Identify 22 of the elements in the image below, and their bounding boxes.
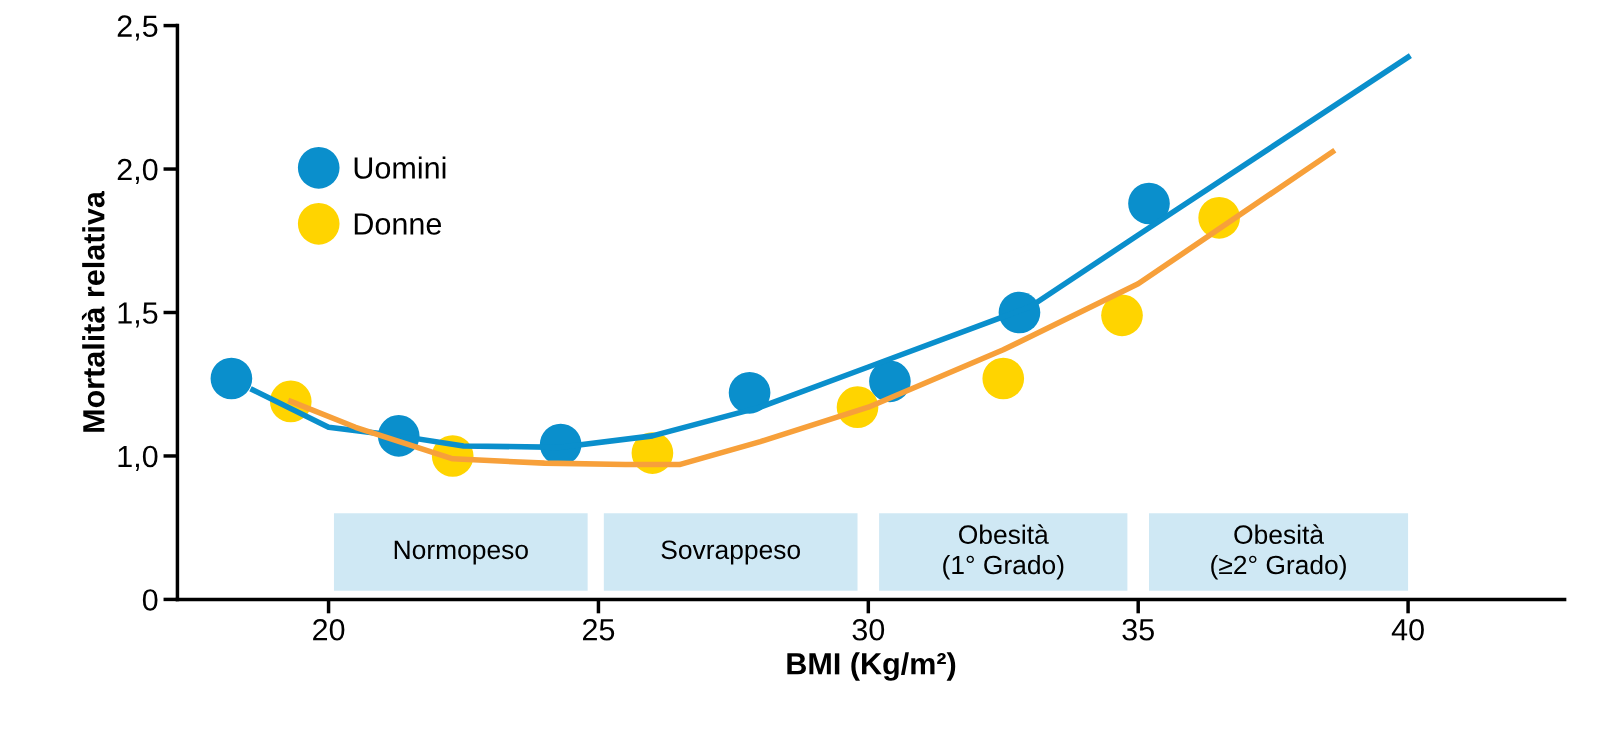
- point: [210, 357, 253, 400]
- band-label: Normopeso: [394, 540, 528, 565]
- band-label: Obesità (1° Grado): [943, 524, 1064, 580]
- legend-label: Uomini: [354, 156, 446, 179]
- x-tick-label: 20: [313, 618, 345, 641]
- x-tick-label: 40: [1391, 618, 1424, 641]
- band-label: Sovrappeso: [661, 540, 800, 565]
- point: [982, 357, 1025, 400]
- y-tick-label: 0: [142, 589, 158, 611]
- point: [1128, 182, 1170, 225]
- legend-label: Donne: [354, 213, 442, 235]
- band-label: Obesità (≥2° Grado): [1211, 524, 1346, 580]
- y-tick-label: 2,5: [117, 15, 158, 41]
- point: [1101, 294, 1143, 337]
- x-tick-label: 30: [852, 618, 885, 641]
- y-tick-label: 1,5: [118, 302, 158, 328]
- x-axis-title: BMI (Kg/m²): [787, 652, 956, 681]
- x-tick-label: 35: [1122, 618, 1154, 641]
- x-tick-label: 25: [582, 618, 615, 641]
- y-tick-label: 2,0: [117, 158, 158, 185]
- y-tick-label: 1,0: [118, 445, 158, 471]
- y-axis-title: Mortalità relativa: [81, 190, 105, 432]
